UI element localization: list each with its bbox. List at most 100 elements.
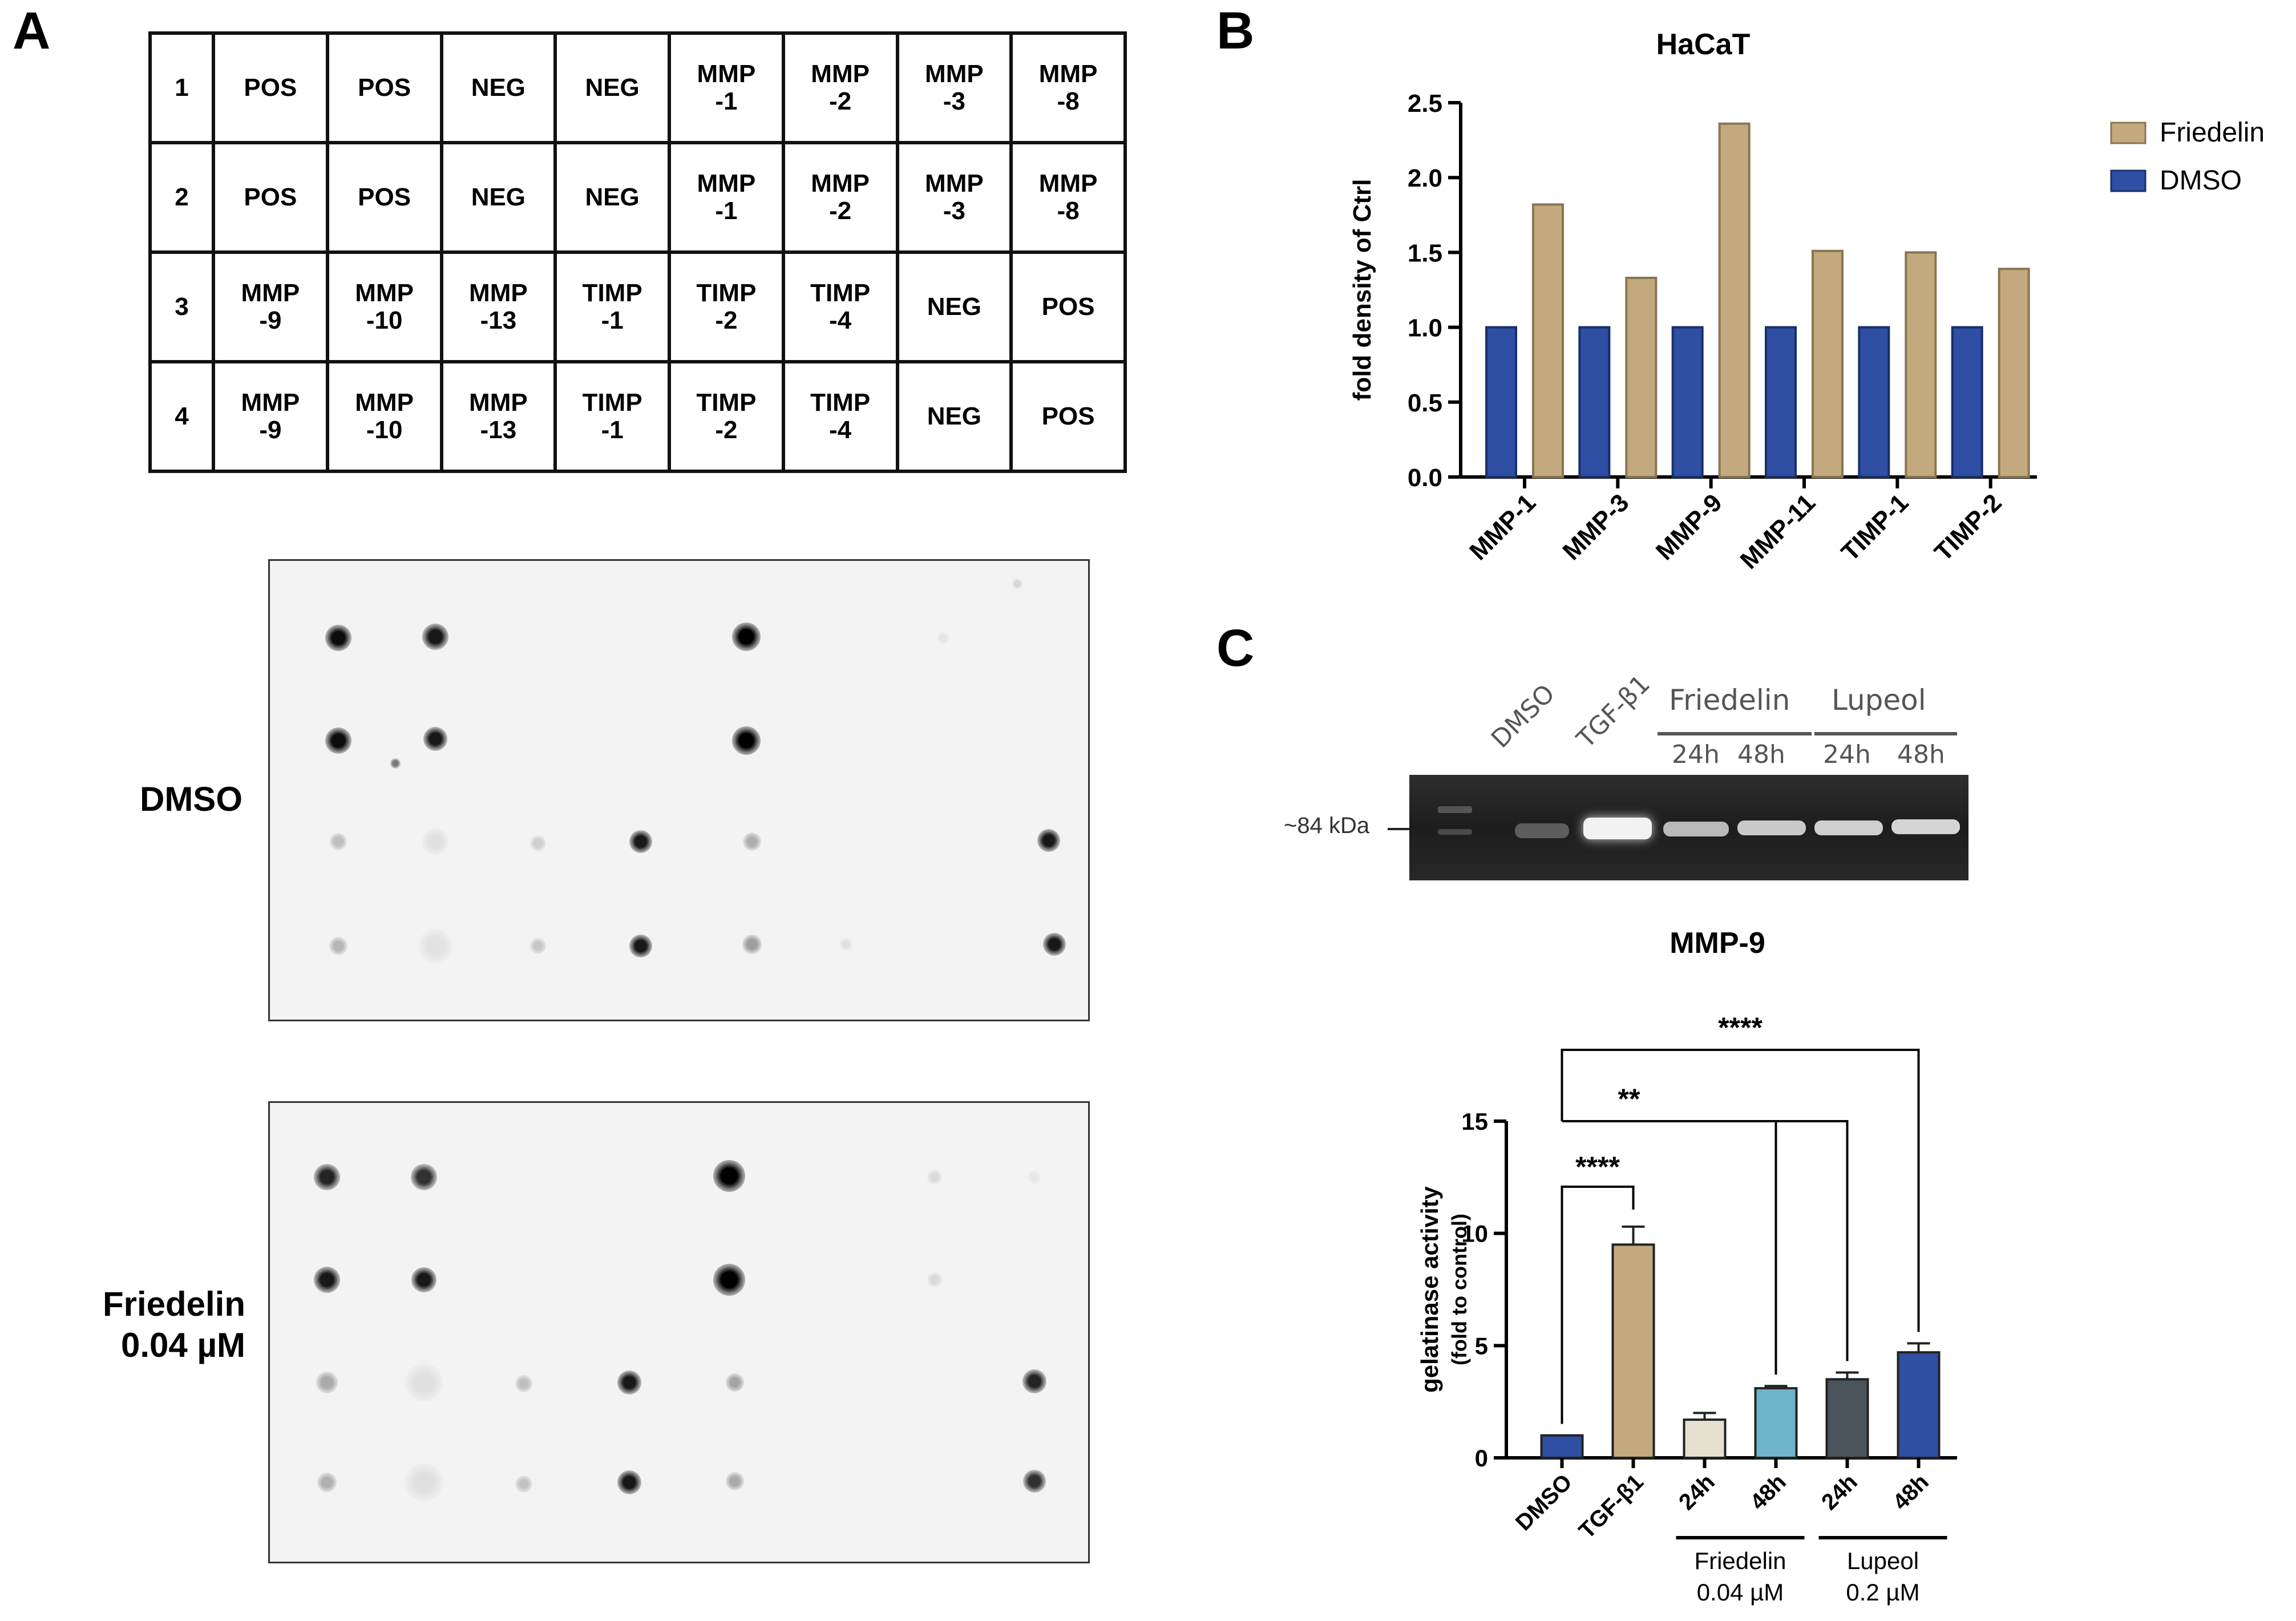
blot-spot bbox=[726, 1373, 744, 1392]
blot-spot bbox=[732, 726, 761, 755]
blot-spot bbox=[515, 1375, 532, 1392]
layout-cell: TIMP -4 bbox=[781, 360, 899, 473]
bar-dmso bbox=[1485, 326, 1517, 478]
y-axis-label-line2: (fold to control) bbox=[1448, 1214, 1471, 1365]
significance-label: **** bbox=[1575, 1151, 1620, 1183]
y-axis-label: fold density of Ctrl bbox=[1348, 179, 1376, 401]
layout-row: 2 POS POS NEG NEG MMP -1 MMP -2 MMP -3 MMP -8 bbox=[148, 141, 1127, 254]
blot-spot bbox=[390, 758, 401, 769]
x-tick-label: MMP-11 bbox=[1735, 488, 1821, 574]
blot-spot bbox=[422, 624, 448, 650]
gel-ladder-band bbox=[1438, 829, 1472, 835]
gel-lane-tgf: TGF-β1 bbox=[1571, 669, 1656, 754]
layout-row-number: 4 bbox=[148, 360, 215, 473]
layout-cell: TIMP -1 bbox=[553, 250, 671, 363]
y-tick-label: 10 bbox=[1461, 1220, 1488, 1247]
layout-cell: NEG bbox=[553, 141, 671, 254]
blot-spot bbox=[732, 622, 761, 651]
blot-spot bbox=[325, 727, 351, 754]
x-tick-label: 24h bbox=[1817, 1469, 1862, 1515]
gel-time-48h-friedelin: 48h bbox=[1737, 740, 1785, 769]
x-tick-label: 24h bbox=[1674, 1469, 1720, 1515]
y-tick-label: 2.0 bbox=[1408, 164, 1442, 192]
significance-bracket bbox=[1561, 1049, 1920, 1332]
gel-friedelin-underline bbox=[1658, 732, 1812, 735]
blot-spot bbox=[1023, 1470, 1046, 1493]
gel-group-friedelin: Friedelin bbox=[1669, 684, 1790, 717]
layout-cell: POS bbox=[325, 31, 443, 144]
bar bbox=[1611, 1243, 1655, 1459]
gel-band-friedelin-48h bbox=[1737, 820, 1806, 835]
layout-cell: MMP -10 bbox=[325, 360, 443, 473]
x-tick-label: TGF-β1 bbox=[1574, 1469, 1648, 1543]
layout-cell: NEG bbox=[895, 250, 1013, 363]
y-tick-label: 2.5 bbox=[1408, 90, 1442, 118]
chart-title: HaCaT bbox=[1656, 28, 1751, 61]
layout-cell: MMP -13 bbox=[439, 250, 557, 363]
bar bbox=[1825, 1378, 1869, 1459]
blot-spot bbox=[330, 833, 347, 850]
y-tick-label: 1.5 bbox=[1408, 239, 1442, 267]
blot-spot bbox=[927, 1170, 942, 1185]
layout-cell: MMP -1 bbox=[668, 141, 785, 254]
layout-cell: NEG bbox=[895, 360, 1013, 473]
layout-cell: POS bbox=[212, 31, 329, 144]
x-tick-label: MMP-1 bbox=[1464, 488, 1541, 565]
gel-time-48h-lupeol: 48h bbox=[1897, 740, 1945, 769]
y-tick-label: 15 bbox=[1461, 1108, 1488, 1135]
gel-band-friedelin-24h bbox=[1663, 822, 1729, 836]
y-tick-label: 0.5 bbox=[1408, 389, 1442, 417]
layout-cell: POS bbox=[212, 141, 329, 254]
blot-spot bbox=[316, 1372, 338, 1393]
layout-cell: MMP -8 bbox=[1009, 141, 1127, 254]
layout-cell: MMP -3 bbox=[895, 141, 1013, 254]
layout-row: 3 MMP -9 MMP -10 MMP -13 TIMP -1 TIMP -2 TIMP … bbox=[148, 250, 1127, 363]
blot-spot bbox=[515, 1476, 532, 1493]
layout-row-number: 2 bbox=[148, 141, 215, 254]
x-tick-label: DMSO bbox=[1511, 1469, 1577, 1535]
gel-band-lupeol-48h bbox=[1891, 819, 1960, 834]
gel-lupeol-underline bbox=[1814, 732, 1957, 735]
blot-spot bbox=[1012, 579, 1022, 589]
layout-cell: TIMP -2 bbox=[668, 360, 785, 473]
layout-cell: MMP -2 bbox=[781, 31, 899, 144]
blot-spot bbox=[743, 832, 761, 851]
blot-spot bbox=[937, 632, 949, 644]
y-tick-label: 0 bbox=[1475, 1445, 1488, 1472]
layout-row: 1 POS POS NEG NEG MMP -1 MMP -2 MMP -3 MMP -8 bbox=[148, 31, 1127, 144]
x-tick-label: MMP-9 bbox=[1651, 488, 1728, 565]
group-label-line1: Lupeol bbox=[1847, 1547, 1919, 1574]
group-label-line2: 0.2 µM bbox=[1846, 1579, 1919, 1606]
blot-spot bbox=[423, 727, 447, 751]
blot-label-friedelin-line2: 0.04 µM bbox=[121, 1326, 245, 1364]
x-tick-label: MMP-3 bbox=[1558, 488, 1635, 565]
layout-cell: MMP -9 bbox=[212, 250, 329, 363]
layout-cell: NEG bbox=[439, 31, 557, 144]
blot-spot bbox=[405, 1364, 443, 1401]
x-tick-label: TIMP-2 bbox=[1929, 488, 2007, 567]
blot-spot bbox=[530, 938, 546, 954]
y-tick-label: 5 bbox=[1475, 1332, 1488, 1359]
gel-band-dmso bbox=[1515, 823, 1569, 838]
layout-cell: TIMP -1 bbox=[553, 360, 671, 473]
layout-cell: NEG bbox=[553, 31, 671, 144]
blot-label-dmso: DMSO bbox=[140, 780, 242, 818]
blot-spot bbox=[422, 828, 448, 855]
bar-dmso bbox=[1858, 326, 1890, 478]
gel-band-tgf bbox=[1583, 818, 1652, 839]
legend-label-dmso: DMSO bbox=[2160, 165, 2242, 196]
panel-letter-a: A bbox=[13, 2, 51, 60]
layout-cell: MMP -8 bbox=[1009, 31, 1127, 144]
blot-spot bbox=[411, 1164, 437, 1190]
bar-friedelin bbox=[1812, 249, 1844, 478]
bar-dmso bbox=[1671, 326, 1704, 478]
bar bbox=[1754, 1387, 1798, 1459]
mmp9-gelatinase-chart: MMP-9 0 5 10 15 gelatinase activity (fold to c… bbox=[1416, 927, 1957, 1606]
hacat-bar-chart: HaCaT 0.0 0.5 1.0 1.5 2.0 2.5 fold density of C… bbox=[1348, 28, 2265, 575]
bar-friedelin bbox=[1532, 203, 1564, 478]
gel-lane-dmso: DMSO bbox=[1485, 678, 1561, 754]
bar-dmso bbox=[1951, 326, 1983, 478]
blot-spot bbox=[840, 938, 852, 951]
bar bbox=[1683, 1418, 1727, 1460]
layout-row: 4 MMP -9 MMP -10 MMP -13 TIMP -1 TIMP -2 TIMP … bbox=[148, 360, 1127, 473]
